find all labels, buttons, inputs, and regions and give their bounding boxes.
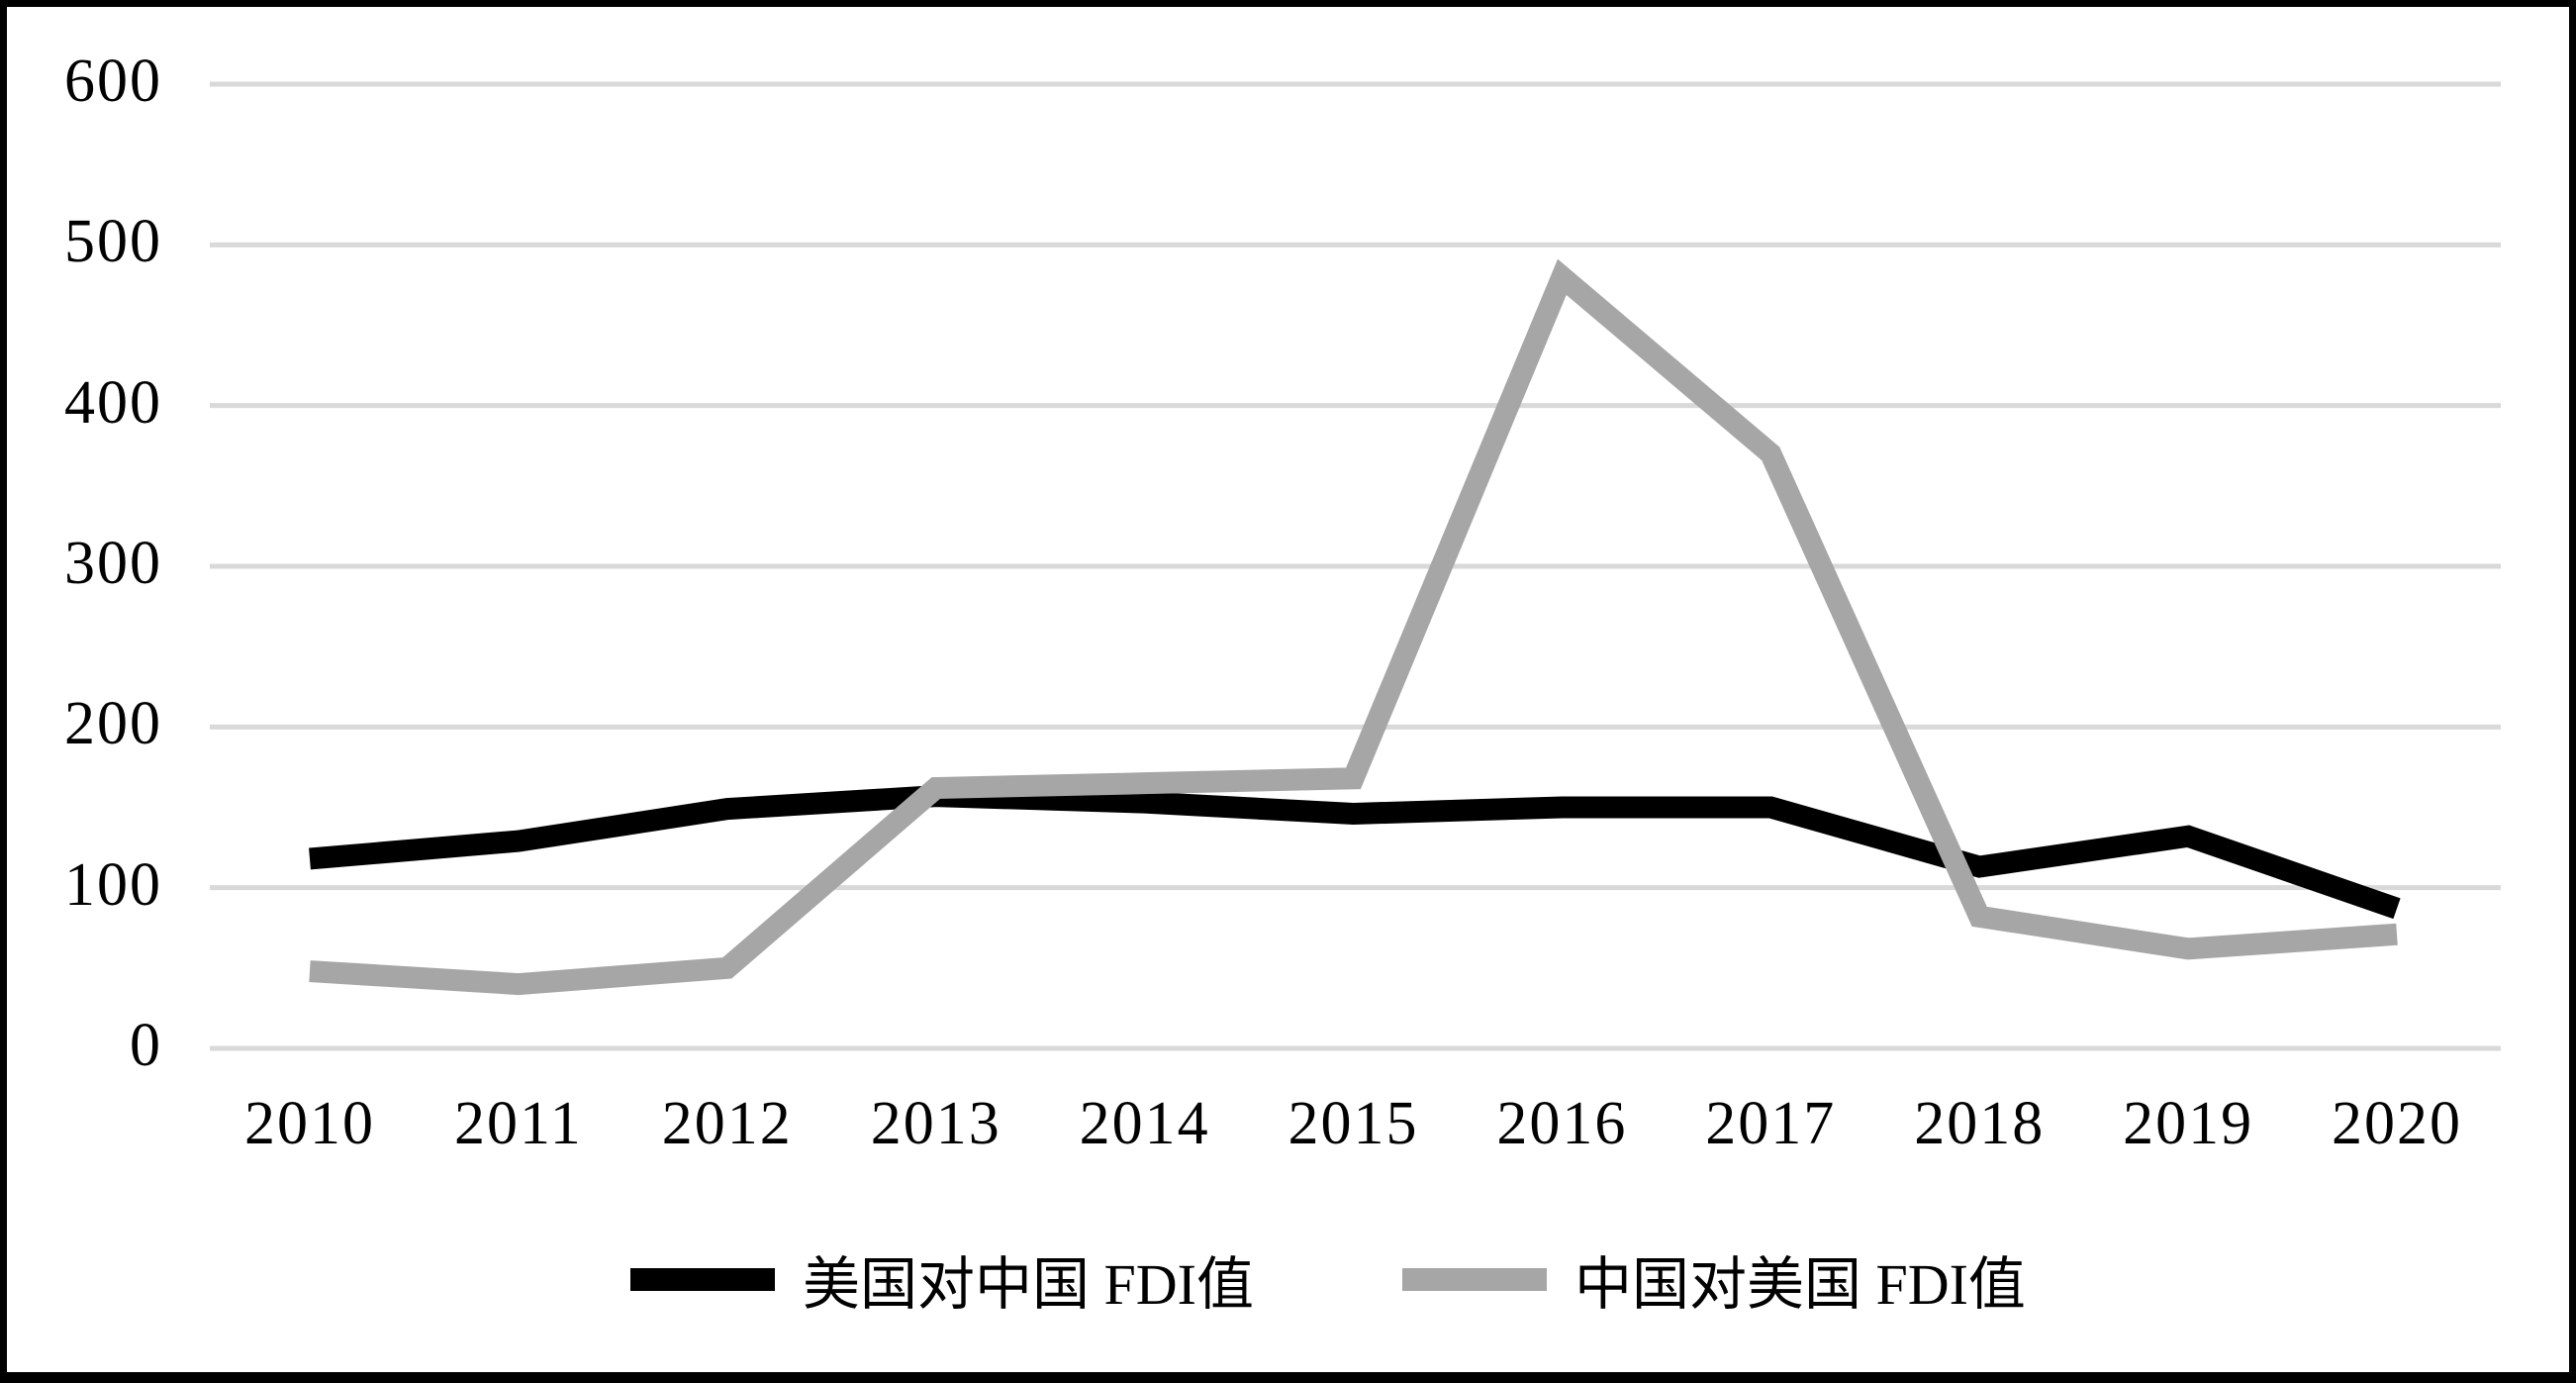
x-axis-tick-label: 2012 (661, 1090, 793, 1157)
y-axis-tick-label: 600 (64, 48, 162, 115)
x-axis-tick-label: 2016 (1496, 1090, 1628, 1157)
legend-swatch-us-fdi (630, 1267, 775, 1291)
legend-swatch-china-fdi (1401, 1267, 1547, 1291)
x-axis-tick-label: 2013 (870, 1090, 1002, 1157)
y-axis-tick-label: 100 (64, 850, 162, 919)
x-axis-tick-label: 2017 (1705, 1090, 1837, 1157)
series-line-china-to-us (309, 258, 2398, 996)
legend: 美国对中国 FDI值 中国对美国 FDI值 (630, 1237, 2026, 1321)
y-axis-tick-label: 200 (64, 690, 162, 758)
legend-item-us-fdi: 美国对中国 FDI值 (630, 1237, 1254, 1321)
legend-item-china-fdi: 中国对美国 FDI值 (1401, 1237, 2026, 1321)
series-line-us-to-china (309, 785, 2401, 920)
x-axis-tick-label: 2014 (1079, 1090, 1210, 1157)
x-axis-tick-label: 2010 (244, 1090, 375, 1157)
x-axis-tick-label: 2019 (2123, 1090, 2254, 1157)
legend-label-us-fdi: 美国对中国 FDI值 (803, 1252, 1254, 1317)
plot-area (210, 81, 2501, 1051)
x-axis-tick-label: 2011 (454, 1090, 583, 1157)
y-axis-tick-label: 0 (130, 1012, 162, 1079)
y-axis-tick-label: 400 (64, 368, 162, 437)
x-axis-tick-label: 2018 (1914, 1090, 2046, 1157)
legend-label-china-fdi: 中国对美国 FDI值 (1574, 1252, 2026, 1317)
y-axis-tick-label: 500 (64, 208, 162, 276)
x-axis-tick-label: 2020 (2332, 1090, 2462, 1157)
y-axis-tick-label: 300 (64, 530, 162, 597)
x-axis-tick-label: 2015 (1288, 1090, 1419, 1157)
